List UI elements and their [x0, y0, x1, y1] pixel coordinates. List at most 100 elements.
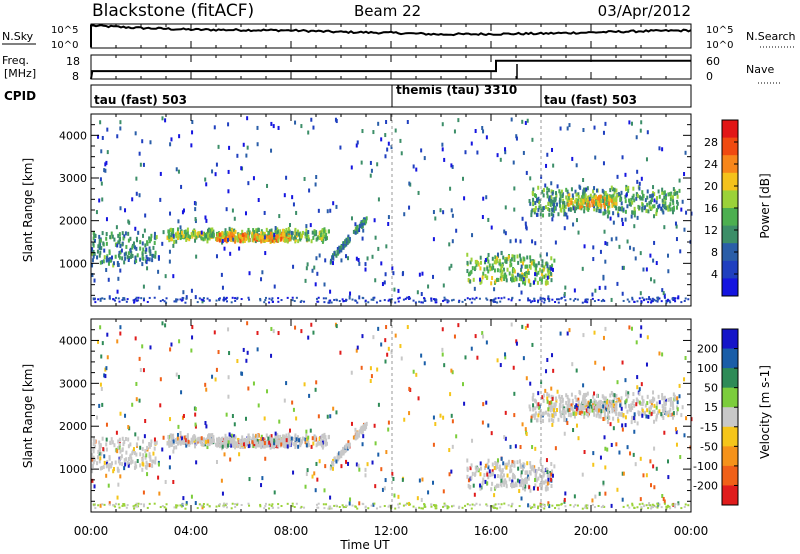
power-point: [636, 179, 639, 184]
velocity-point: [145, 460, 148, 465]
power-point: [97, 134, 100, 139]
velocity-point: [546, 392, 549, 397]
velocity-point: [653, 397, 656, 402]
power-point: [286, 230, 289, 235]
power-point: [502, 267, 505, 272]
velocity-point: [533, 505, 536, 508]
velocity-point: [136, 459, 139, 464]
power-point: [658, 146, 661, 151]
power-point: [341, 298, 344, 301]
velocity-point: [107, 467, 110, 472]
velocity-point: [207, 439, 210, 444]
power-point: [632, 193, 635, 198]
power-point: [304, 278, 307, 283]
power-point: [268, 235, 271, 240]
velocity-point: [552, 419, 555, 424]
velocity-point: [227, 375, 230, 380]
power-point: [589, 193, 592, 198]
velocity-point: [153, 437, 156, 442]
range-tick-label: 2000: [59, 420, 87, 433]
power-point: [333, 251, 336, 256]
power-point: [595, 194, 598, 199]
velocity-point: [288, 435, 291, 440]
power-point: [499, 157, 502, 162]
power-point: [603, 211, 606, 216]
power-point: [169, 142, 172, 147]
velocity-point: [372, 335, 375, 340]
power-point: [683, 299, 686, 302]
velocity-point: [291, 502, 294, 505]
velocity-point: [170, 342, 173, 347]
power-point: [385, 244, 388, 249]
power-point: [533, 297, 536, 300]
power-point: [383, 299, 386, 302]
velocity-point: [313, 471, 316, 476]
power-point: [154, 254, 157, 259]
velocity-point: [262, 437, 265, 442]
velocity-point: [123, 466, 126, 471]
power-point: [546, 194, 549, 199]
power-point: [551, 267, 554, 272]
power-point: [544, 280, 547, 285]
power-point: [493, 287, 496, 292]
velocity-point: [661, 393, 664, 398]
power-point: [161, 299, 164, 302]
power-point: [512, 160, 515, 165]
power-point: [519, 257, 522, 262]
power-point: [562, 198, 565, 203]
velocity-point: [535, 418, 538, 423]
power-point: [678, 178, 681, 183]
power-point: [649, 194, 652, 199]
velocity-point: [475, 502, 478, 505]
velocity-point: [153, 502, 156, 505]
colorbar-swatch: [722, 465, 738, 486]
freq-line: [90, 59, 691, 80]
velocity-point: [594, 360, 597, 365]
power-point: [619, 198, 622, 203]
velocity-point: [586, 507, 589, 510]
velocity-point: [548, 418, 551, 423]
velocity-point: [540, 486, 543, 491]
power-point: [99, 250, 102, 255]
power-point: [642, 299, 645, 302]
velocity-point: [228, 432, 231, 437]
velocity-point: [597, 411, 600, 416]
velocity-point: [345, 448, 348, 453]
velocity-point: [646, 394, 649, 399]
velocity-point: [194, 444, 197, 449]
velocity-point: [149, 345, 152, 350]
power-point: [572, 206, 575, 211]
power-point: [134, 131, 137, 136]
velocity-point: [170, 442, 173, 447]
velocity-point: [432, 415, 435, 420]
power-point: [233, 228, 236, 233]
velocity-point: [313, 435, 316, 440]
velocity-point: [153, 441, 156, 446]
velocity-point: [104, 367, 107, 372]
velocity-point: [576, 410, 579, 415]
power-point: [101, 260, 104, 265]
power-point: [149, 237, 152, 242]
velocity-point: [418, 506, 421, 509]
velocity-point: [386, 352, 389, 357]
velocity-point: [215, 367, 218, 372]
velocity-point: [319, 438, 322, 443]
power-point: [342, 245, 345, 250]
velocity-point: [512, 484, 515, 489]
power-point: [603, 299, 606, 302]
velocity-point: [241, 435, 244, 440]
velocity-point: [96, 455, 99, 460]
power-point: [184, 234, 187, 239]
power-point: [579, 205, 582, 210]
power-point: [613, 190, 616, 195]
velocity-point: [282, 443, 285, 448]
velocity-point: [482, 477, 485, 482]
velocity-point: [163, 506, 166, 509]
velocity-point: [274, 431, 277, 436]
velocity-point: [605, 403, 608, 408]
power-point: [470, 269, 473, 274]
velocity-point: [479, 466, 482, 471]
power-point: [412, 164, 415, 169]
velocity-point: [655, 417, 658, 422]
